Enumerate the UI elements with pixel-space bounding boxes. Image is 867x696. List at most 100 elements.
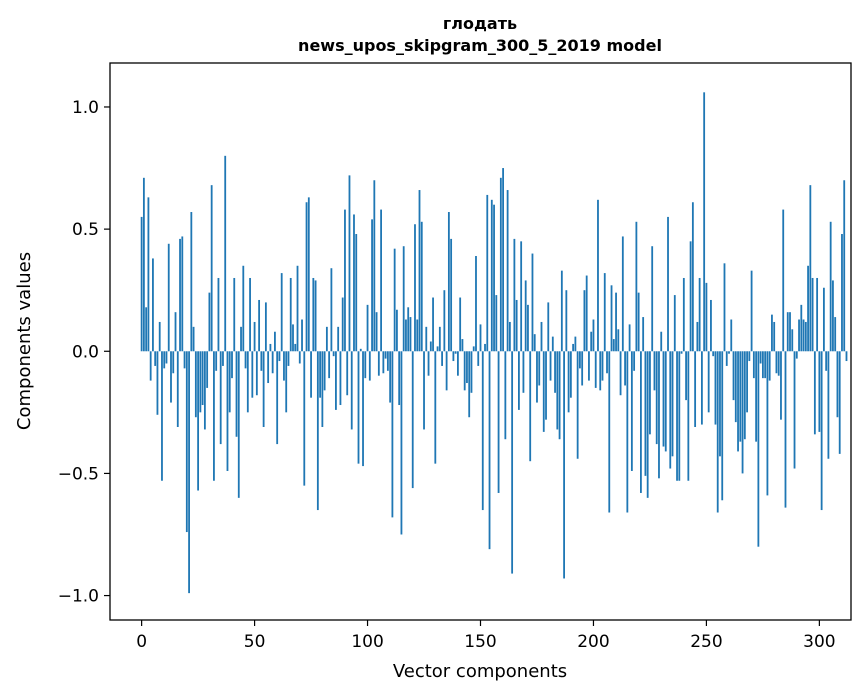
bar [425, 326, 428, 352]
bar [411, 351, 414, 489]
bar [183, 351, 186, 369]
bar [199, 351, 202, 413]
bar [809, 185, 812, 352]
bar [689, 241, 692, 352]
bar [624, 351, 626, 386]
bar [366, 304, 369, 352]
bar [339, 351, 342, 406]
bar [671, 351, 674, 457]
bar [710, 299, 712, 352]
bar [628, 324, 631, 352]
bar [608, 351, 611, 513]
bar [775, 351, 778, 374]
bar [285, 351, 288, 413]
bar [332, 351, 335, 357]
bar [836, 351, 839, 418]
y-tick-label: 0.5 [72, 220, 99, 240]
bar [741, 351, 744, 474]
bar [418, 190, 421, 352]
bar [298, 351, 301, 364]
bar [226, 351, 229, 471]
bar [542, 351, 545, 432]
bar [420, 221, 423, 352]
bar [362, 351, 364, 467]
bar [829, 221, 832, 352]
bar [811, 277, 814, 352]
bar [531, 253, 534, 352]
bar [563, 351, 565, 579]
bar [712, 351, 715, 357]
bar [725, 351, 728, 366]
bar [203, 351, 206, 430]
bar [368, 351, 371, 381]
bar [619, 351, 622, 396]
bar [696, 321, 699, 352]
bar [181, 236, 184, 352]
bar [432, 297, 434, 352]
bar [504, 351, 507, 440]
bar [594, 351, 597, 388]
bar [441, 351, 443, 366]
bar [402, 246, 405, 352]
bar [495, 295, 498, 352]
bar [687, 351, 690, 481]
bar [154, 351, 157, 366]
bar [201, 351, 204, 406]
bar [655, 351, 658, 445]
bar [816, 277, 819, 352]
bar [642, 317, 645, 352]
x-axis-label: Vector components [393, 661, 567, 682]
bar [786, 312, 789, 352]
bar [522, 351, 525, 393]
bar [804, 321, 807, 352]
bar [407, 307, 410, 352]
bar [841, 234, 843, 352]
bar [574, 336, 577, 352]
bar [660, 331, 663, 352]
bar [158, 321, 161, 352]
bar [161, 351, 163, 481]
bar [780, 351, 782, 420]
bar [545, 351, 547, 420]
bar [312, 277, 315, 352]
bar [213, 351, 215, 481]
bar [303, 351, 306, 486]
bar [249, 277, 251, 352]
bar [490, 199, 493, 352]
bar [400, 351, 403, 535]
bar [621, 236, 624, 352]
bar [163, 351, 166, 369]
bar [393, 248, 396, 352]
bar [357, 351, 360, 464]
bar [644, 351, 647, 476]
bar [529, 351, 532, 462]
bar [795, 351, 798, 359]
bar [192, 326, 195, 352]
bar [253, 321, 256, 352]
bar [728, 351, 730, 354]
bar [569, 351, 572, 398]
x-axis-ticks: 0 50 100 150 200 250 300 [136, 620, 836, 652]
bar [682, 277, 685, 352]
bar [520, 241, 523, 352]
bar [651, 246, 654, 352]
bar [667, 216, 669, 352]
bar [700, 351, 703, 425]
x-tick-label: 250 [690, 632, 722, 652]
bar [206, 351, 209, 388]
bar [750, 270, 753, 352]
x-tick-label: 150 [464, 632, 496, 652]
bar [739, 351, 742, 442]
bar [174, 312, 177, 352]
bar [278, 351, 281, 362]
bar [386, 351, 389, 371]
bar [364, 351, 367, 379]
bar [283, 351, 285, 381]
bar [269, 343, 272, 352]
bar [328, 351, 331, 379]
bar [635, 221, 638, 352]
bar [773, 321, 776, 352]
bar [506, 190, 509, 352]
bar [802, 319, 805, 352]
bar [246, 351, 249, 413]
